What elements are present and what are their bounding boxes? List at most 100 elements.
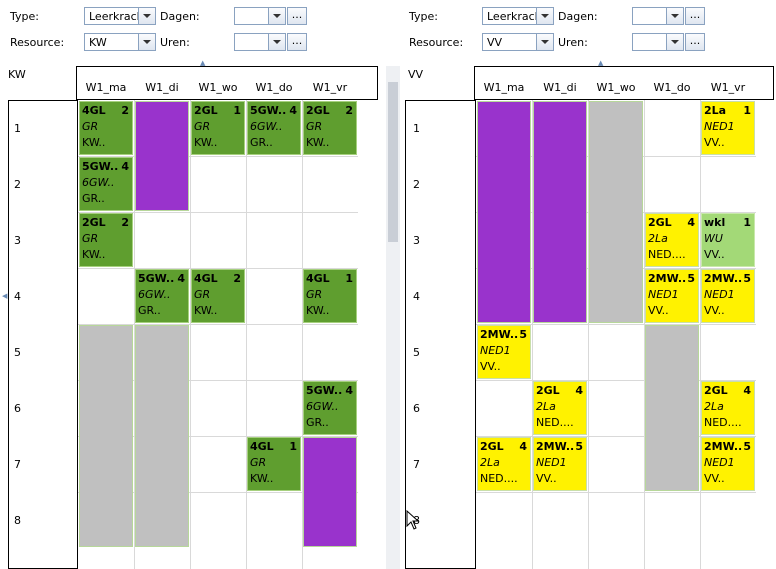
chevron-down-icon[interactable] <box>666 34 683 50</box>
type-select[interactable]: Leerkracht <box>482 7 554 25</box>
unavailable-slot[interactable] <box>135 325 189 547</box>
chevron-down-icon[interactable] <box>268 8 285 24</box>
chevron-down-icon[interactable] <box>666 8 683 24</box>
lesson-count: 5 <box>519 328 527 341</box>
splitter-grip-icon[interactable]: ▲ <box>200 59 206 67</box>
lesson-block[interactable]: 5GW.. 4 6GW.. GR.. <box>303 381 357 435</box>
vertical-scrollbar[interactable] <box>386 66 400 569</box>
lesson-group: 2MW.. <box>536 440 575 453</box>
lesson-subject: NED1 <box>480 344 511 357</box>
uren-browse-button[interactable]: ... <box>685 33 705 51</box>
lesson-block[interactable]: 2GL 4 2La NED.... <box>477 437 531 491</box>
lesson-group: 5GW.. <box>82 160 119 173</box>
unavailable-slot[interactable] <box>645 325 699 491</box>
grid-line <box>78 156 358 157</box>
lesson-block[interactable]: 2MW.. 5 NED1 VV.. <box>533 437 587 491</box>
grid-line <box>134 100 135 569</box>
lesson-teacher: NED.... <box>648 248 686 261</box>
lesson-group: 5GW.. <box>250 104 287 117</box>
unavailable-slot[interactable] <box>79 325 133 547</box>
day-header <box>474 66 774 100</box>
lesson-teacher: VV.. <box>648 304 669 317</box>
lesson-block[interactable]: 4GL 1 GR KW.. <box>247 437 301 491</box>
schedule-title: KW <box>8 68 26 81</box>
row-header-column <box>8 100 78 569</box>
chevron-down-icon[interactable] <box>138 34 155 50</box>
grid-line <box>700 100 701 569</box>
lesson-block[interactable]: 2MW.. 5 NED1 VV.. <box>477 325 531 379</box>
chevron-down-icon[interactable] <box>268 34 285 50</box>
lesson-subject: 6GW.. <box>82 176 115 189</box>
chevron-down-icon[interactable] <box>536 34 553 50</box>
period-row-header: 8 <box>14 514 21 527</box>
lesson-block[interactable]: 2GL 2 GR KW.. <box>303 101 357 155</box>
day-column-header: W1_wo <box>596 81 636 94</box>
type-value: Leerkracht <box>89 10 148 23</box>
type-value: Leerkracht <box>487 10 546 23</box>
resource-select[interactable]: KW <box>84 33 156 51</box>
dagen-label: Dagen: <box>558 10 598 23</box>
lesson-count: 4 <box>289 104 297 117</box>
lesson-block[interactable]: 2MW.. 5 NED1 VV.. <box>701 437 755 491</box>
type-select[interactable]: Leerkracht <box>84 7 156 25</box>
splitter-grip-icon[interactable]: ▲ <box>598 59 604 67</box>
schedule-title: VV <box>408 68 424 81</box>
dagen-select[interactable] <box>632 7 684 25</box>
day-column-header: W1_vr <box>710 81 746 94</box>
lesson-block[interactable]: 2GL 4 2La NED.... <box>701 381 755 435</box>
lesson-teacher: NED.... <box>536 416 574 429</box>
lesson-block[interactable]: 5GW.. 4 6GW.. GR.. <box>79 157 133 211</box>
chevron-down-icon[interactable] <box>138 8 155 24</box>
lesson-block[interactable]: 2MW.. 5 NED1 VV.. <box>645 269 699 323</box>
period-row-header: 7 <box>14 458 21 471</box>
grid-line <box>246 100 247 569</box>
unavailable-slot[interactable] <box>589 101 643 323</box>
lesson-block[interactable]: 4GL 2 GR KW.. <box>79 101 133 155</box>
lesson-teacher: KW.. <box>82 136 106 149</box>
resource-label: Resource: <box>409 36 464 49</box>
lesson-subject: NED1 <box>704 120 735 133</box>
lesson-block[interactable]: 5GW.. 4 6GW.. GR.. <box>247 101 301 155</box>
grid-line <box>190 100 191 569</box>
lesson-block[interactable]: 2MW.. 5 NED1 VV.. <box>701 269 755 323</box>
lesson-block[interactable]: 4GL 2 GR KW.. <box>191 269 245 323</box>
dagen-browse-button[interactable]: ... <box>287 7 307 25</box>
day-column-header: W1_vr <box>312 81 348 94</box>
blocked-slot[interactable] <box>135 101 189 211</box>
dagen-select[interactable] <box>234 7 286 25</box>
chevron-down-icon[interactable] <box>536 8 553 24</box>
splitter-grip-icon[interactable]: ◀ <box>2 292 8 300</box>
lesson-teacher: VV.. <box>704 472 725 485</box>
lesson-group: 4GL <box>250 440 274 453</box>
blocked-slot[interactable] <box>303 437 357 547</box>
lesson-count: 4 <box>519 440 527 453</box>
dagen-browse-button[interactable]: ... <box>685 7 705 25</box>
uren-select[interactable] <box>234 33 286 51</box>
lesson-group: 2La <box>704 104 727 117</box>
lesson-count: 1 <box>233 104 241 117</box>
lesson-block[interactable]: 2GL 4 2La NED.... <box>645 213 699 267</box>
grid-line <box>78 268 358 269</box>
lesson-block[interactable]: 4GL 1 GR KW.. <box>303 269 357 323</box>
lesson-block[interactable]: 2La 1 NED1 VV.. <box>701 101 755 155</box>
period-row-header: 2 <box>14 178 21 191</box>
lesson-block[interactable]: 2GL 1 GR KW.. <box>191 101 245 155</box>
uren-select[interactable] <box>632 33 684 51</box>
blocked-slot[interactable] <box>533 101 587 323</box>
lesson-block[interactable]: 2GL 2 GR KW.. <box>79 213 133 267</box>
lesson-subject: WU <box>704 232 723 245</box>
scrollbar-thumb[interactable] <box>388 82 398 242</box>
lesson-block[interactable]: 5GW.. 4 6GW.. GR.. <box>135 269 189 323</box>
uren-browse-button[interactable]: ... <box>287 33 307 51</box>
resource-select[interactable]: VV <box>482 33 554 51</box>
lesson-teacher: VV.. <box>704 136 725 149</box>
period-row-header: 3 <box>413 234 420 247</box>
grid-line <box>476 492 756 493</box>
lesson-block[interactable]: wkl 1 WU VV.. <box>701 213 755 267</box>
period-row-header: 4 <box>413 290 420 303</box>
blocked-slot[interactable] <box>477 101 531 323</box>
lesson-subject: 2La <box>480 456 500 469</box>
lesson-teacher: KW.. <box>306 304 330 317</box>
lesson-block[interactable]: 2GL 4 2La NED.... <box>533 381 587 435</box>
lesson-teacher: GR.. <box>250 136 273 149</box>
